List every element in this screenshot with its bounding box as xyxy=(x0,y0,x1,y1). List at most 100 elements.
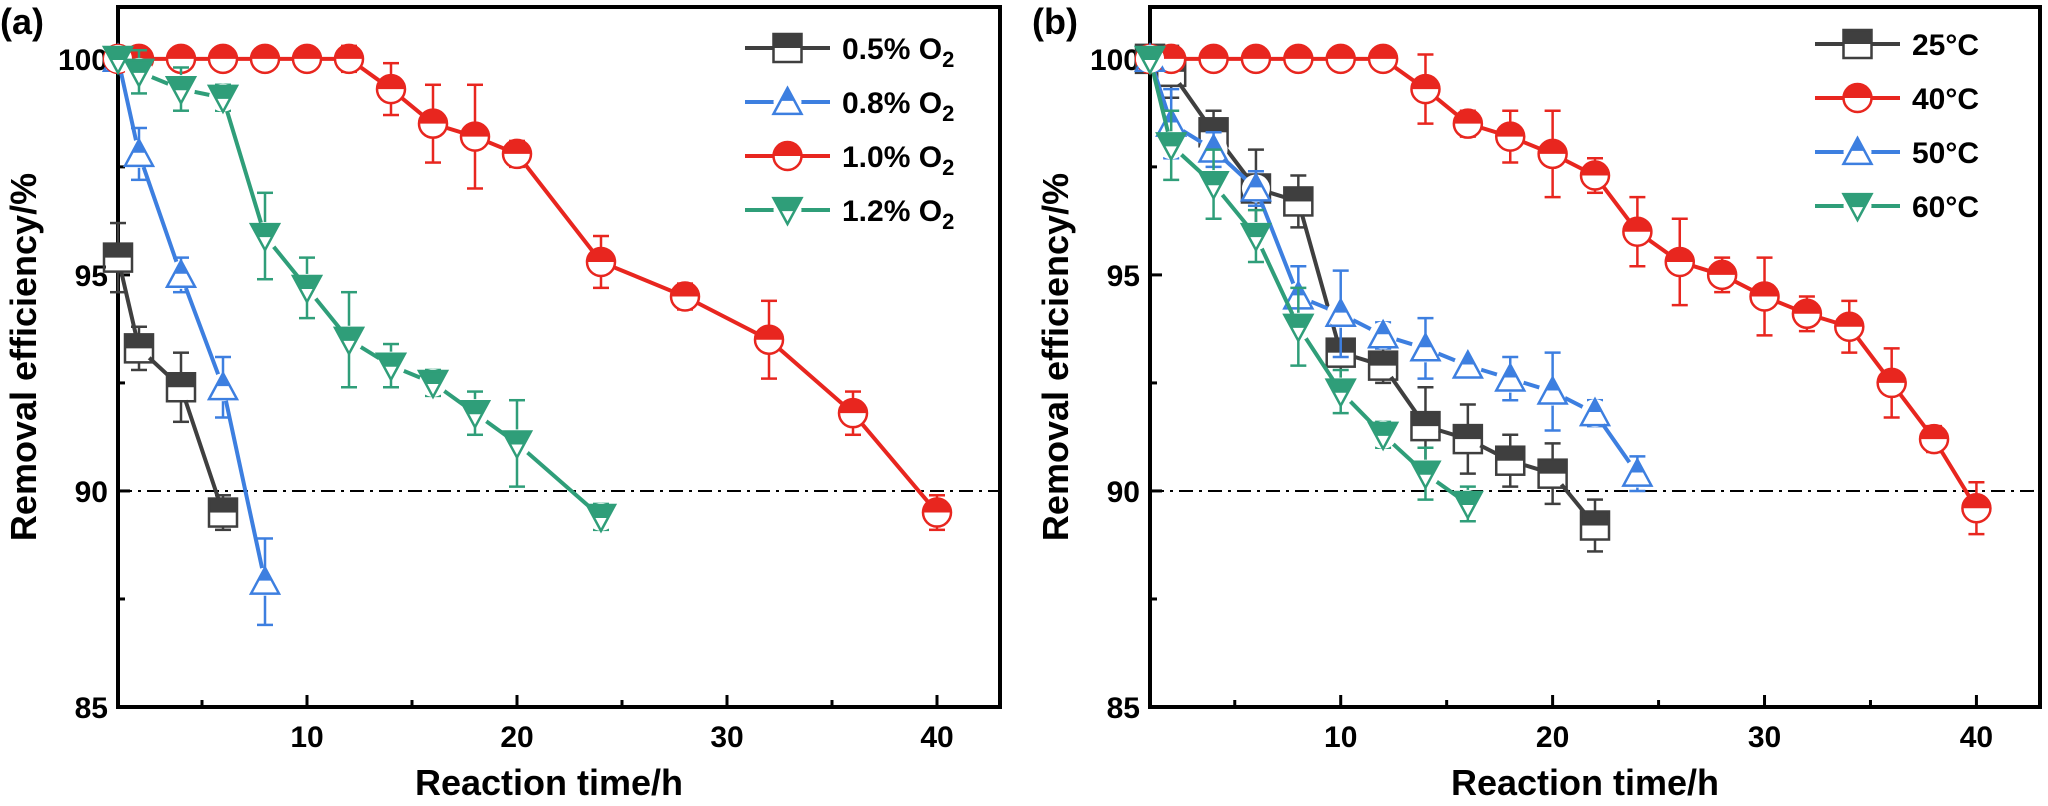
panel-b-legend-marker-top xyxy=(1843,194,1872,208)
panel-a-legend-marker-outline xyxy=(771,85,804,116)
panel-b-series-2-point-top xyxy=(1369,44,1398,59)
panel-a-series-1-point-top xyxy=(167,373,195,388)
panel-b-series-3-point-top xyxy=(1545,377,1560,391)
panel-b-series-3-marker-bg xyxy=(1623,459,1652,488)
panel-b-series-4-point xyxy=(1133,45,1167,76)
panel-b-series-1-point-outline xyxy=(1452,423,1484,455)
panel-a-y-tick-label: 85 xyxy=(75,692,108,725)
panel-a-series-3-point-top xyxy=(923,498,951,513)
panel-b-series-1-point xyxy=(1537,458,1568,489)
panel-a-series-3-point xyxy=(375,73,407,105)
panel-a-series-3-point-outline xyxy=(501,138,533,170)
panel-b-y-tick-label: 90 xyxy=(1107,476,1140,509)
panel-a-series-2-marker-bg xyxy=(125,139,153,168)
panel-b-series-2-point xyxy=(1706,259,1738,291)
panel-a-series-4-point xyxy=(584,503,618,534)
panel-b-series-3-point xyxy=(1324,297,1357,327)
panel-a-series-3-point-outline xyxy=(375,73,407,105)
panel-a-legend-marker-bg xyxy=(773,88,802,116)
panel-b-series-1-point-outline xyxy=(1283,186,1314,217)
panel-a-series-1-point-top xyxy=(125,334,153,349)
panel-b-series-2-point-top xyxy=(1199,44,1228,59)
panel-a-legend-marker xyxy=(771,85,804,116)
panel-b-series-2-point-outline xyxy=(1622,216,1653,247)
panel-b-series-2-point-outline xyxy=(1664,246,1696,278)
panel-a-x-axis-label: Reaction time/h xyxy=(415,762,683,803)
panel-a-series-3-point-top xyxy=(377,75,405,90)
panel-a-series-4-point-top xyxy=(335,327,363,341)
panel-b-y-axis-label: Removal efficiency/% xyxy=(1035,173,1076,541)
panel-b-series-2-point xyxy=(1622,216,1653,247)
panel-b-series-2-point xyxy=(1367,43,1399,75)
panel-b-series-2-point-top xyxy=(1792,299,1821,314)
panel-b-series-1-point-outline xyxy=(1494,445,1526,476)
panel-a-series-1-point-top xyxy=(209,498,237,513)
panel-b-series-2-point-top xyxy=(1835,312,1864,327)
panel-a-series-2-point-outline xyxy=(248,565,282,595)
panel-a-legend-entry: 0.5% O2 xyxy=(745,32,954,72)
panel-a-series-3-point xyxy=(669,281,701,312)
panel-b-legend-label: 25°C xyxy=(1912,29,1979,62)
panel-b-series-1-point xyxy=(1452,423,1484,455)
panel-b-series-3-point-outline xyxy=(1239,171,1273,202)
panel-b-series-3-marker-bg xyxy=(1241,174,1270,203)
panel-a-series-4-point-top xyxy=(104,46,132,60)
panel-b-series-3-point-outline xyxy=(1451,349,1484,379)
panel-b-series-2-point-top xyxy=(1750,282,1779,297)
panel-b-series-4-point-top xyxy=(1157,133,1186,147)
panel-a-series-1-point-top xyxy=(104,243,132,258)
panel-a-plot-frame xyxy=(116,5,1002,709)
panel-b-legend-entry: 25°C xyxy=(1815,28,1979,62)
panel-b-series-2-point-outline xyxy=(1706,259,1738,291)
panel-a-series-2-point-outline xyxy=(122,137,156,168)
panel-b-series-3-marker-bg xyxy=(1411,334,1440,363)
panel-b-series-4-point-outline xyxy=(1133,45,1167,76)
panel-a-series-3-point xyxy=(585,246,617,278)
panel-b-legend-marker-outline xyxy=(1842,82,1873,114)
panel-b-series-3-point-top xyxy=(1503,364,1518,378)
panel-b-x-tick-label: 10 xyxy=(1324,721,1357,754)
panel-b-series-4-point-top xyxy=(1453,492,1482,506)
panel-a: 10 20 30 40 85 90 95 100 Reaction time/h Removal … xyxy=(0,1,1002,803)
panel-a-legend-entry: 1.2% O2 xyxy=(745,195,954,234)
panel-a-series-3-point-top xyxy=(167,44,195,59)
panel-b-legend-entry: 40°C xyxy=(1815,82,1979,116)
panel-b-series-3-point-top xyxy=(1376,321,1391,335)
panel-b-series-2-point-outline xyxy=(1494,121,1526,152)
panel-a-legend-label-name: 0.5% O xyxy=(842,33,942,66)
panel-a-series-1 xyxy=(102,221,239,532)
panel-a-series-3-point xyxy=(333,43,365,75)
panel-a-series-4 xyxy=(101,44,618,534)
panel-a-series-1-point xyxy=(207,497,239,528)
panel-b-series-4-point-outline xyxy=(1324,378,1357,409)
panel-b-series-3-point-outline xyxy=(1621,457,1654,487)
panel-b-legend-label: 50°C xyxy=(1912,137,1979,170)
panel-a-legend-label-name: 1.2% O xyxy=(842,195,942,228)
panel-a-legend-marker-outline xyxy=(772,32,803,64)
panel-b-series-4-point-outline xyxy=(1367,421,1400,452)
panel-b-series-2-point-outline xyxy=(1198,43,1229,75)
panel-b-series-2-line xyxy=(1150,56,1979,510)
panel-b-series-3-point-top xyxy=(1460,351,1475,365)
panel-a-series-3-point-top xyxy=(671,282,699,297)
panel-b-series-3-point-outline xyxy=(1494,361,1527,392)
panel-b-series-3-marker-bg xyxy=(1369,321,1398,350)
panel-b-series-2-point-top xyxy=(1665,247,1694,262)
panel-a-series-3-point xyxy=(207,43,239,75)
panel-b-series-1-point xyxy=(1283,186,1314,217)
panel-a-legend-marker xyxy=(772,32,803,64)
panel-a-series-3-point-top xyxy=(251,44,279,59)
panel-b-x-axis-label: Reaction time/h xyxy=(1451,762,1719,803)
panel-b-legend-marker-top xyxy=(1843,30,1872,44)
panel-b-series-3-marker-bg xyxy=(1326,299,1355,328)
panel-b-legend-marker xyxy=(1841,192,1874,223)
panel-b-series-1-point-outline xyxy=(1367,350,1399,381)
panel-b-series-3-point xyxy=(1367,318,1400,349)
panel-b-series-2-point-top xyxy=(1877,368,1906,383)
panel-a-series-1-point-outline xyxy=(165,371,197,403)
panel-b-series-1-point xyxy=(1579,510,1611,541)
panel-a-series-4-point-top xyxy=(503,431,531,445)
panel-a-legend-marker-outline xyxy=(771,196,804,227)
panel-b-series-2-point xyxy=(1834,311,1865,343)
panel-b-series-4-point-outline xyxy=(1451,490,1484,521)
